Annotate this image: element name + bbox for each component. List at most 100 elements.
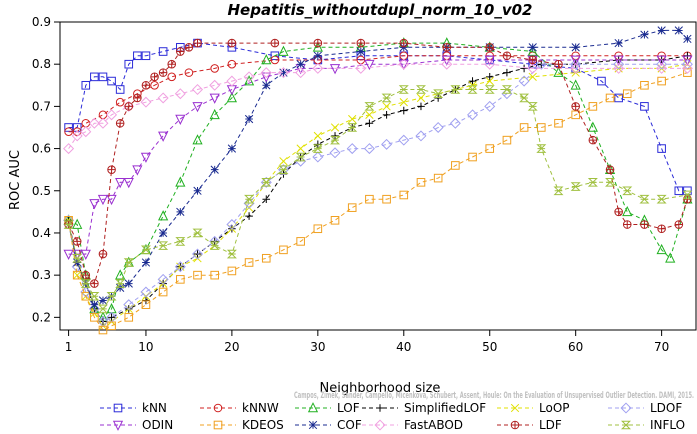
data-point-kdeos xyxy=(72,270,82,280)
data-point-ldf xyxy=(193,38,202,48)
data-point-kdeos xyxy=(98,325,108,335)
data-point-odin xyxy=(63,249,74,260)
data-point-knn xyxy=(64,123,73,132)
data-point-fastabod xyxy=(398,58,410,70)
data-point-ldf xyxy=(124,102,134,111)
y-tick-label: 0.2 xyxy=(32,310,51,324)
data-point-lof xyxy=(278,45,289,56)
series-inflo xyxy=(63,85,693,314)
data-point-kdeos xyxy=(227,266,237,276)
series-line-knnw xyxy=(68,55,688,133)
x-axis-label: Neighborhood size xyxy=(320,381,441,396)
data-point-loop xyxy=(348,114,357,124)
data-point-cof xyxy=(571,43,580,52)
data-point-kdeos xyxy=(485,144,495,153)
data-point-knnw xyxy=(81,118,91,128)
data-point-inflo xyxy=(97,304,108,314)
data-point-odin xyxy=(364,59,375,71)
data-point-knnw xyxy=(98,110,108,120)
data-point-lof xyxy=(175,176,186,187)
series-ldf xyxy=(64,38,692,288)
data-point-knnw xyxy=(210,64,220,73)
data-point-ldf xyxy=(502,51,512,61)
data-point-inflo xyxy=(398,85,409,94)
data-point-loop xyxy=(416,93,426,103)
data-point-kdeos xyxy=(330,216,340,225)
data-point-knn xyxy=(597,76,606,86)
x-tick-label: 70 xyxy=(654,340,669,354)
data-point-ldof xyxy=(381,138,393,150)
data-point-knnw xyxy=(167,72,177,82)
data-point-ldf xyxy=(640,220,649,229)
data-point-odin xyxy=(123,178,134,189)
data-point-ldf xyxy=(158,68,168,77)
legend-marker xyxy=(510,420,520,430)
legend-marker xyxy=(213,403,223,413)
legend-item-ldof: LDOF xyxy=(608,401,682,415)
data-point-fastabod xyxy=(192,83,204,96)
data-point-cof xyxy=(244,114,254,124)
data-point-inflo xyxy=(63,220,74,229)
data-point-ldf xyxy=(72,237,82,246)
data-point-kdeos xyxy=(210,270,220,280)
series-cof xyxy=(64,26,692,309)
data-point-ldof xyxy=(140,286,152,298)
data-point-odin xyxy=(175,114,186,125)
legend-item-lof: LOF xyxy=(295,401,360,415)
y-tick-label: 0.4 xyxy=(32,226,51,240)
series-line-odin xyxy=(68,59,688,255)
data-point-kdeos xyxy=(279,245,288,255)
data-point-inflo xyxy=(639,194,650,204)
plot-area xyxy=(63,26,693,335)
data-point-fastabod xyxy=(209,79,221,91)
data-point-inflo xyxy=(656,194,667,204)
data-point-ldf xyxy=(227,38,237,48)
data-point-kdeos xyxy=(588,102,598,111)
data-point-ldf xyxy=(588,135,598,145)
data-point-kdeos xyxy=(554,118,563,128)
data-point-inflo xyxy=(484,85,495,94)
legend-label: LDF xyxy=(539,418,562,432)
data-point-odin xyxy=(140,152,152,163)
data-point-kdeos xyxy=(416,178,426,187)
data-point-knn xyxy=(107,76,116,86)
data-point-fastabod xyxy=(484,58,496,70)
series-line-kdeos xyxy=(68,72,688,331)
data-point-ldf xyxy=(622,220,632,229)
data-point-kdeos xyxy=(683,68,692,77)
data-point-loop xyxy=(485,76,494,86)
data-point-inflo xyxy=(226,249,237,259)
data-point-ldf xyxy=(485,43,495,52)
data-point-knn xyxy=(141,51,151,61)
data-point-knn xyxy=(640,102,649,111)
data-point-ldf xyxy=(184,43,194,52)
data-point-inflo xyxy=(570,182,581,191)
data-point-simplifiedlof xyxy=(399,106,408,115)
legend-item-fastabod: FastABOD xyxy=(362,418,463,432)
data-point-ldf xyxy=(141,80,151,90)
data-point-loop xyxy=(528,72,537,82)
data-point-fastabod xyxy=(243,71,255,83)
data-point-knnw xyxy=(227,59,237,69)
legend-marker xyxy=(112,420,124,431)
data-point-simplifiedlof xyxy=(262,195,271,204)
data-point-odin xyxy=(682,55,693,66)
data-point-simplifiedlof xyxy=(503,68,511,77)
data-point-odin xyxy=(80,249,91,260)
data-point-kdeos xyxy=(382,194,391,204)
series-line-loop xyxy=(68,63,688,327)
data-point-ldf xyxy=(270,38,280,48)
legend-label: COF xyxy=(337,418,362,432)
data-point-knn xyxy=(90,72,99,82)
legend-marker xyxy=(308,420,318,430)
data-point-ldof xyxy=(226,219,238,231)
data-point-ldf xyxy=(571,102,580,111)
data-point-ldof xyxy=(260,176,272,188)
data-point-odin xyxy=(158,131,169,142)
y-tick-label: 0.3 xyxy=(32,268,51,282)
data-point-loop xyxy=(313,131,322,141)
data-point-fastabod xyxy=(295,67,307,79)
data-point-cof xyxy=(210,165,219,174)
data-point-fastabod xyxy=(681,62,693,74)
legend-label: kNN xyxy=(142,401,167,415)
